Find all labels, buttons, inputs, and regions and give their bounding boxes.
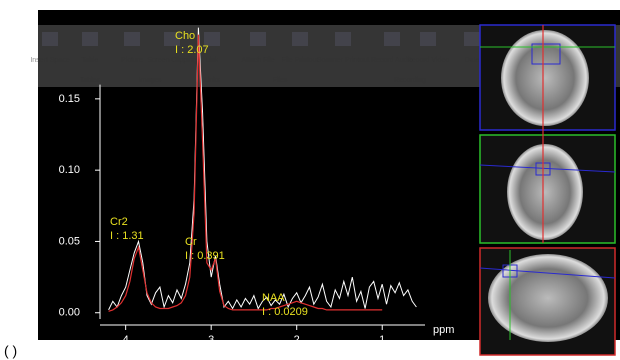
y-tick-label: 0.05 <box>59 235 80 247</box>
peak-integral: I : 2.07 <box>175 44 209 56</box>
toolbar-group: Files <box>273 77 288 84</box>
peak-name: NAA <box>262 292 285 304</box>
toolbar-icon <box>124 32 140 46</box>
peak-integral: I : 0.391 <box>185 250 225 262</box>
toolbar-button: Scanner Printout <box>317 57 369 64</box>
spectrum-line <box>108 34 383 312</box>
toolbar-button: Table <box>82 57 99 64</box>
toolbar-button: File Printout <box>281 57 318 64</box>
x-tick-label: 3 <box>208 334 214 346</box>
sagittal-image <box>488 254 608 342</box>
peak-name: Cr <box>185 236 197 248</box>
voxel-box <box>531 43 561 65</box>
toolbar-button: Screen Clipping <box>147 57 197 64</box>
toolbar-button: Record Video <box>407 57 449 64</box>
toolbar-icon <box>164 32 180 46</box>
toolbar-icon <box>82 32 98 46</box>
x-tick-label: 2 <box>294 334 300 346</box>
x-tick-label: 1 <box>379 334 385 346</box>
y-tick-label: 0.15 <box>59 93 80 105</box>
toolbar-group: Tables <box>80 77 101 84</box>
peak-name: Cho <box>175 30 195 42</box>
toolbar-icon <box>420 32 436 46</box>
toolbar-group: Images <box>139 77 162 84</box>
caption: ( ) <box>4 343 17 359</box>
toolbar-button: Insert Space <box>30 57 69 64</box>
toolbar-button: Record Audio <box>371 57 413 64</box>
y-tick-label: 0.00 <box>59 307 80 319</box>
toolbar-button: Link <box>206 57 219 64</box>
axial-image <box>501 30 589 126</box>
toolbar: Insert Space Table Picture Screen Clipping L… <box>30 32 614 84</box>
y-tick-label: 0.10 <box>59 164 80 176</box>
toolbar-icon <box>42 32 58 46</box>
guide-line <box>479 164 616 173</box>
toolbar-icon <box>204 32 220 46</box>
toolbar-button: Attach File <box>241 57 274 64</box>
toolbar-group: Recording <box>394 77 426 84</box>
peak-name: Cr2 <box>110 216 128 228</box>
guide-line <box>479 267 616 279</box>
toolbar-icon <box>292 32 308 46</box>
toolbar-group: Links <box>204 77 221 84</box>
mri-panels <box>479 24 616 356</box>
toolbar-icon <box>384 32 400 46</box>
toolbar-icon <box>464 32 480 46</box>
toolbar-icon <box>335 32 351 46</box>
x-tick-label: 4 <box>123 334 129 346</box>
toolbar-icon <box>250 32 266 46</box>
coronal-image <box>507 144 583 240</box>
peak-integral: I : 1.31 <box>110 230 144 242</box>
toolbar-button: Date <box>465 57 480 64</box>
x-axis-label: ppm <box>433 324 454 336</box>
spectrum-line <box>108 27 417 311</box>
peak-integral: I : 0.0209 <box>262 306 308 318</box>
toolbar-button: Picture <box>121 57 143 64</box>
